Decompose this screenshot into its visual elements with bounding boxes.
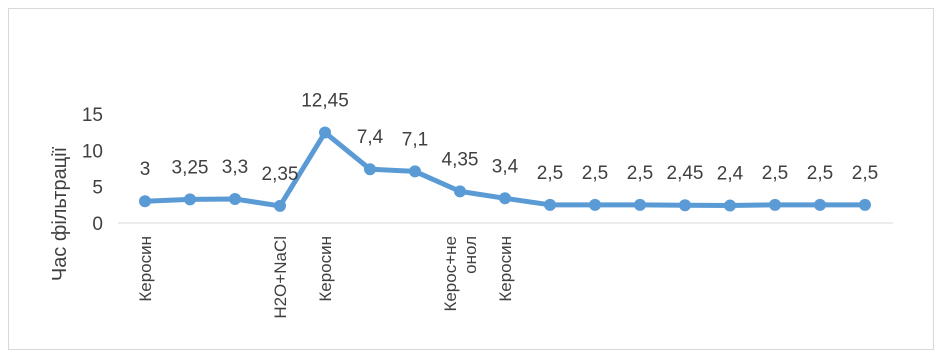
data-point — [769, 198, 781, 211]
data-point — [814, 198, 826, 211]
x-category-label: онол — [461, 236, 480, 274]
data-label: 2,5 — [627, 163, 653, 184]
data-label: 2,35 — [262, 164, 299, 185]
data-point — [364, 163, 376, 176]
x-category-label: Керосин — [316, 236, 335, 302]
x-category-label: Керос+не — [441, 236, 460, 312]
data-point — [679, 199, 691, 212]
y-tick-label: 10 — [82, 141, 103, 162]
data-point — [184, 193, 196, 206]
data-point — [589, 198, 601, 211]
data-label: 12,45 — [301, 91, 349, 112]
data-label: 2,5 — [852, 163, 878, 184]
data-label: 3,4 — [492, 156, 519, 177]
data-point — [229, 193, 241, 206]
x-category-label: H2O+NaCl — [271, 236, 290, 319]
data-label: 7,1 — [402, 129, 428, 150]
x-category-label: Керосин — [136, 236, 155, 302]
data-point — [274, 199, 286, 212]
y-axis-title: Час фільтрації — [49, 146, 71, 281]
data-point — [409, 165, 421, 178]
data-label: 2,45 — [667, 163, 704, 184]
data-label: 2,5 — [582, 163, 608, 184]
data-point — [634, 198, 646, 211]
chart-frame — [8, 8, 934, 350]
data-label: 3 — [140, 159, 151, 180]
data-point — [859, 198, 871, 211]
data-label: 3,25 — [172, 157, 209, 178]
data-label: 2,4 — [717, 164, 744, 185]
y-tick-label: 5 — [92, 178, 103, 199]
x-category-label: Керосин — [496, 236, 515, 302]
data-label: 4,35 — [442, 149, 479, 170]
y-tick-label: 0 — [92, 214, 103, 235]
data-label: 2,5 — [807, 163, 833, 184]
data-point — [139, 195, 151, 208]
data-point — [319, 126, 331, 139]
data-label: 3,3 — [222, 157, 248, 178]
data-label: 2,5 — [537, 163, 563, 184]
data-point — [544, 198, 556, 211]
data-point — [454, 185, 466, 198]
data-point — [724, 199, 736, 212]
data-point — [499, 192, 511, 205]
y-tick-label: 15 — [82, 105, 103, 126]
data-label: 2,5 — [762, 163, 788, 184]
data-label: 7,4 — [357, 127, 384, 148]
